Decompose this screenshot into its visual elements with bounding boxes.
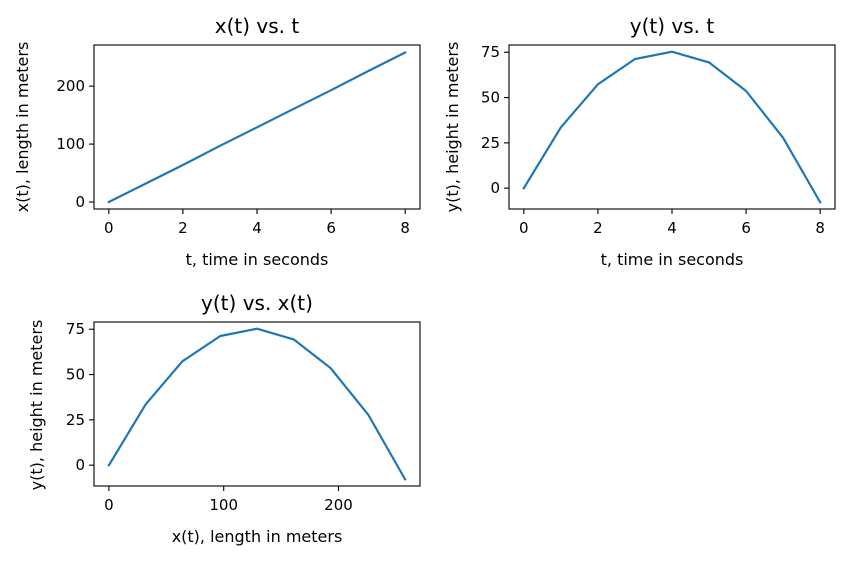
y-axis-label: x(t), length in meters (13, 42, 32, 213)
y-tick-label: 50 (481, 89, 500, 107)
y-tick-label: 25 (66, 411, 85, 429)
subplot-y-vs-x: y(t) vs. x(t) x(t), length in meters y(t… (27, 291, 421, 546)
series-line (107, 327, 407, 481)
subplot-title: x(t) vs. t (215, 14, 300, 38)
y-tick-label: 0 (490, 179, 500, 197)
x-axis-label: t, time in seconds (186, 250, 329, 269)
y-tick-label: 100 (56, 135, 85, 153)
series-line (107, 51, 407, 204)
y-tick-label: 50 (66, 366, 85, 384)
y-tick-label: 25 (481, 134, 500, 152)
axes-frame (93, 321, 421, 487)
x-tick-label: 0 (519, 219, 529, 237)
x-tick-label: 4 (252, 219, 262, 237)
x-tick-label: 2 (178, 219, 188, 237)
y-axis-label: y(t), height in meters (443, 42, 462, 213)
x-tick-label: 6 (326, 219, 336, 237)
y-tick-label: 200 (56, 77, 85, 95)
x-tick-label: 0 (104, 496, 114, 514)
x-tick-label: 0 (104, 219, 114, 237)
series-line (522, 50, 822, 204)
y-tick-label: 75 (481, 43, 500, 61)
x-tick-label: 8 (400, 219, 410, 237)
subplot-x-vs-t: x(t) vs. t t, time in seconds x(t), leng… (13, 14, 421, 269)
y-tick-label: 0 (75, 193, 85, 211)
x-axis-label: t, time in seconds (601, 250, 744, 269)
y-tick-label: 0 (75, 456, 85, 474)
y-tick-label: 75 (66, 320, 85, 338)
subplot-y-vs-t: y(t) vs. t t, time in seconds y(t), heig… (443, 14, 836, 269)
y-axis-label: y(t), height in meters (27, 320, 46, 491)
subplot-title: y(t) vs. t (630, 14, 715, 38)
x-tick-label: 4 (667, 219, 677, 237)
x-tick-label: 100 (209, 496, 238, 514)
x-axis-label: x(t), length in meters (172, 527, 343, 546)
subplot-title: y(t) vs. x(t) (201, 291, 313, 315)
x-tick-label: 6 (741, 219, 751, 237)
x-tick-label: 8 (815, 219, 825, 237)
x-tick-label: 200 (324, 496, 353, 514)
x-tick-label: 2 (593, 219, 603, 237)
